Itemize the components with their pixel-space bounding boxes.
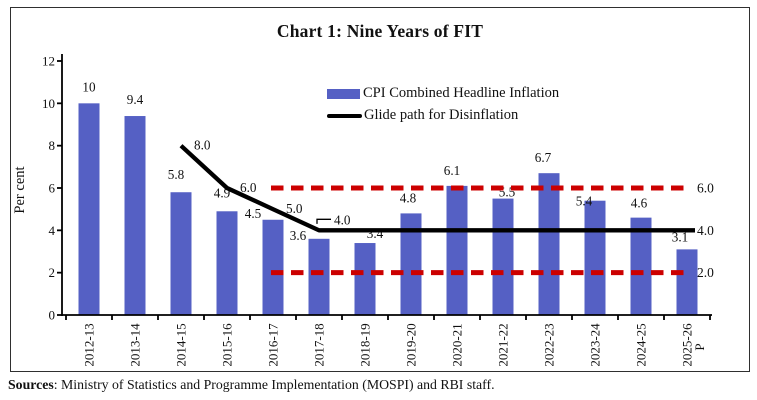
glide-point-label: 6.0 — [240, 180, 257, 195]
bar-2012-13 — [78, 103, 100, 315]
bar-2016-17 — [262, 219, 284, 315]
glide-path-line — [179, 144, 695, 233]
x-axis-label: 2015-16 — [220, 323, 235, 367]
x-axis-label: 2014-15 — [174, 323, 189, 366]
bar-2019-20 — [400, 213, 422, 315]
bar-value-label: 6.7 — [535, 150, 552, 165]
chart-title: Chart 1: Nine Years of FIT — [276, 21, 484, 41]
band-value-label: 6.0 — [697, 181, 714, 196]
y-axis-tick-label: 10 — [42, 96, 55, 111]
glide-end-value-label: 4.0 — [697, 223, 714, 238]
bars-group — [78, 103, 698, 316]
bar-2018-19 — [354, 243, 376, 315]
bar-2024-25 — [630, 217, 652, 315]
x-axis-label: 2018-19 — [358, 323, 373, 366]
y-axis-tick-label: 0 — [49, 308, 56, 323]
x-axis-label-suffix: P — [692, 343, 707, 350]
x-axis-label: 2013-14 — [128, 323, 143, 367]
x-axis-label: 2016-17 — [266, 323, 281, 367]
bar-value-label: 3.1 — [672, 229, 688, 244]
legend-label: CPI Combined Headline Inflation — [363, 85, 560, 101]
x-axis-label: 2025-26 — [680, 323, 695, 367]
line-swatch-icon — [327, 113, 362, 118]
bar-value-label: 5.4 — [576, 194, 593, 209]
x-axis-label: 2024-25 — [634, 323, 649, 366]
bar-value-label: 4.6 — [631, 196, 648, 211]
y-axis-tick-label: 6 — [49, 181, 56, 196]
bar-2013-14 — [124, 116, 146, 316]
axes-group — [57, 54, 712, 320]
glide-label-leader — [316, 218, 331, 224]
band-value-label: 2.0 — [697, 265, 714, 280]
x-axis-label: 2020-21 — [450, 323, 465, 366]
bar-value-label: 9.4 — [127, 92, 144, 107]
bar-swatch-icon — [327, 88, 360, 99]
y-axis-title: Per cent — [12, 166, 28, 213]
bar-2020-21 — [446, 185, 468, 315]
y-axis-tick-label: 4 — [49, 223, 56, 238]
glide-point-label: 8.0 — [194, 138, 211, 153]
source-text: : Ministry of Statistics and Programme I… — [53, 377, 495, 392]
y-axis-tick-label: 2 — [49, 265, 56, 280]
source-note: Sources: Ministry of Statistics and Prog… — [8, 377, 495, 393]
x-axis-label: 2022-23 — [542, 323, 557, 366]
bar-value-label: 3.6 — [290, 228, 307, 243]
bar-2025-26 — [676, 249, 698, 315]
bar-2017-18 — [308, 238, 330, 315]
bar-value-label: 6.1 — [444, 163, 460, 178]
legend-label: Glide path for Disinflation — [364, 107, 519, 123]
chart-legend: CPI Combined Headline Inflation Glide pat… — [327, 85, 559, 129]
x-axis-label: 2023-24 — [588, 323, 603, 367]
x-axis-label: 2019-20 — [404, 323, 419, 366]
bar-value-label: 5.8 — [168, 167, 185, 182]
y-axis-tick-label: 8 — [49, 138, 56, 153]
bar-value-label: 4.8 — [400, 190, 417, 205]
glide-point-label: 5.0 — [286, 201, 303, 216]
bar-2023-24 — [584, 200, 606, 315]
bar-2021-22 — [492, 198, 514, 315]
bar-value-label: 4.5 — [245, 206, 262, 221]
legend-item: Glide path for Disinflation — [327, 107, 559, 124]
bar-value-label: 10 — [82, 79, 96, 94]
x-axis-label: 2012-13 — [82, 323, 97, 366]
x-axis-label: 2021-22 — [496, 323, 511, 366]
bar-2022-23 — [538, 173, 560, 315]
glide-point-label: 4.0 — [334, 212, 351, 227]
y-axis-tick-label: 12 — [42, 54, 55, 69]
bar-2014-15 — [170, 192, 192, 315]
legend-item: CPI Combined Headline Inflation — [327, 85, 559, 102]
bar-2015-16 — [216, 211, 238, 315]
source-label: Sources — [8, 377, 54, 392]
x-axis-label: 2017-18 — [312, 323, 327, 366]
